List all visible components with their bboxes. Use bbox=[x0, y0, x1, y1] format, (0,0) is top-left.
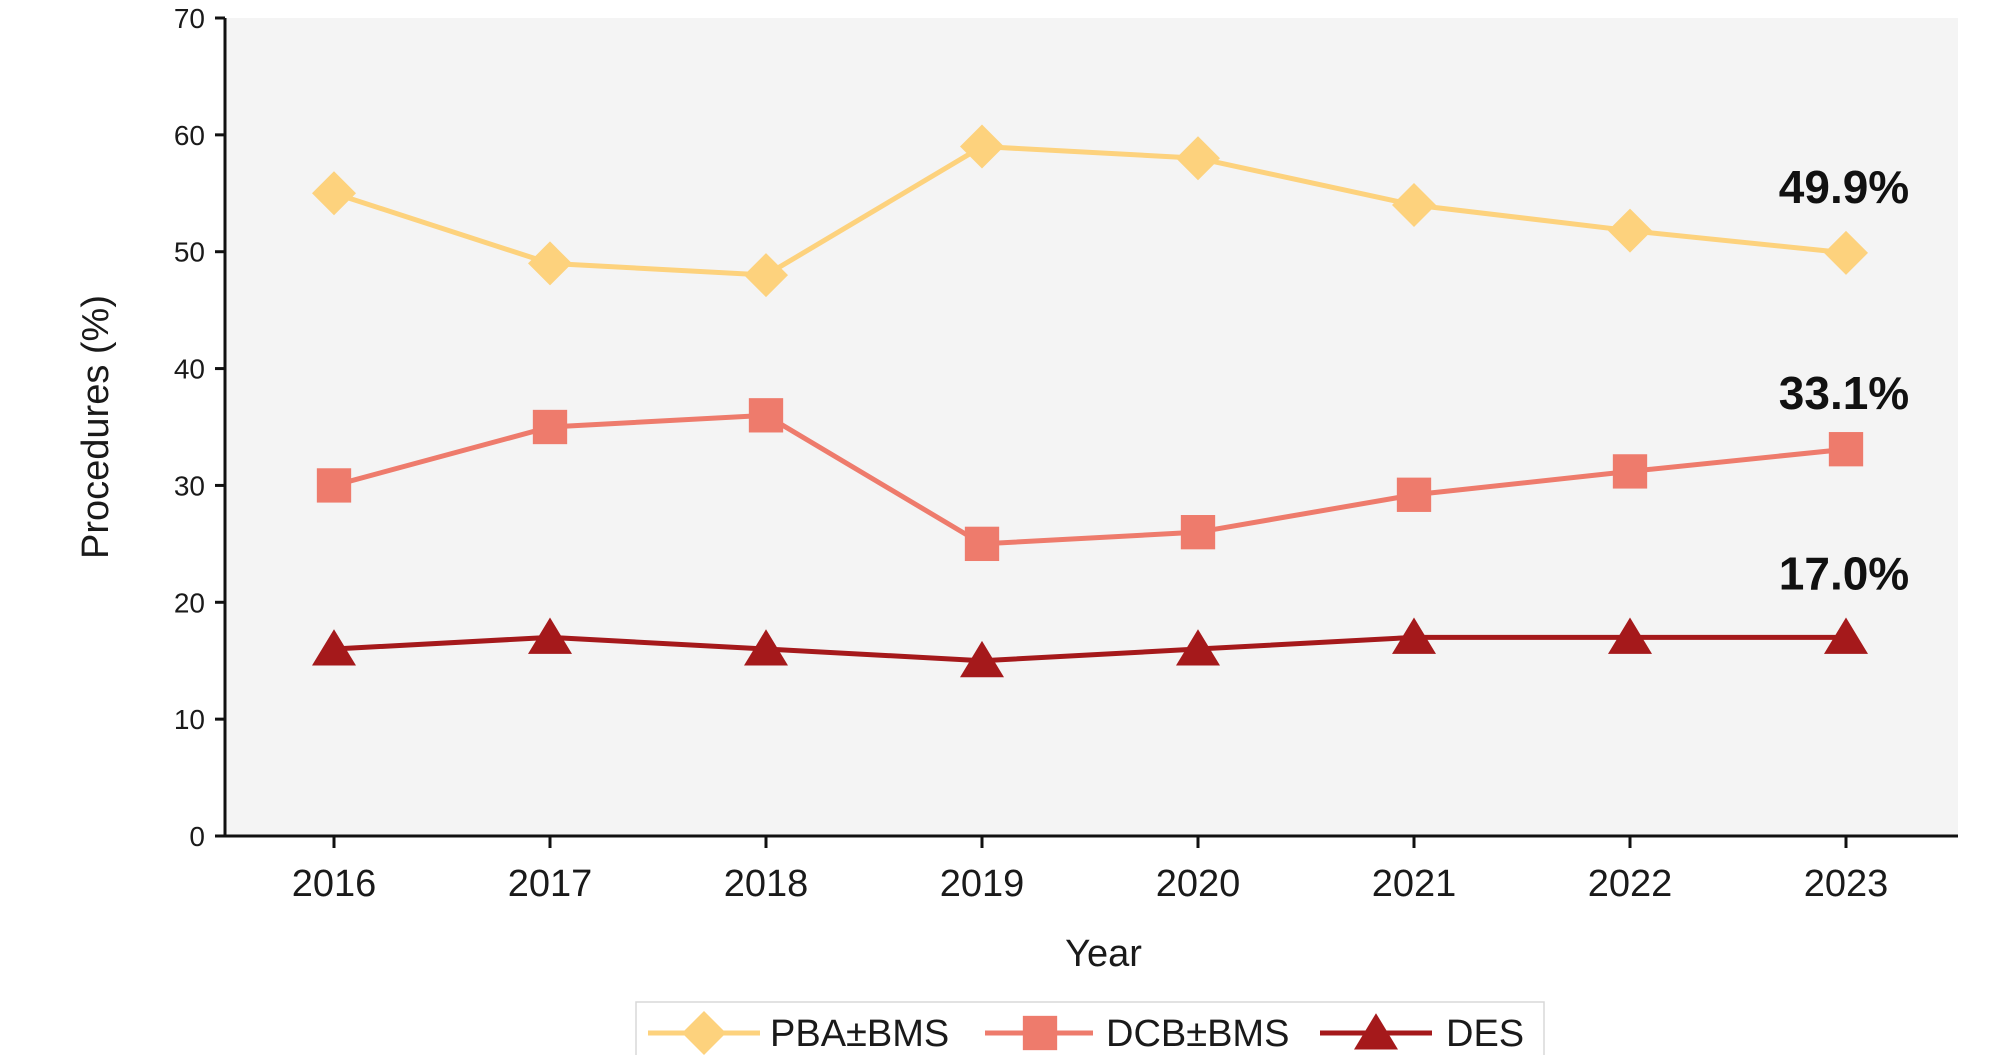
data-point bbox=[1608, 208, 1652, 253]
end-value-label: 17.0% bbox=[1779, 547, 1909, 599]
data-point bbox=[1608, 617, 1652, 654]
end-value-label: 33.1% bbox=[1779, 367, 1909, 419]
legend-label: DES bbox=[1446, 1013, 1524, 1055]
series-diamond bbox=[312, 124, 1868, 298]
x-tick-label: 2017 bbox=[508, 863, 593, 905]
legend-marker bbox=[682, 1011, 726, 1055]
data-point bbox=[960, 640, 1004, 678]
data-point bbox=[528, 241, 572, 286]
x-tick-label: 2018 bbox=[724, 863, 809, 905]
x-tick-label: 2021 bbox=[1372, 863, 1457, 905]
data-point bbox=[744, 629, 788, 666]
data-point bbox=[1396, 477, 1432, 512]
y-tick-label: 20 bbox=[174, 587, 205, 618]
y-tick-label: 60 bbox=[174, 120, 205, 151]
legend-label: PBA±BMS bbox=[770, 1013, 949, 1055]
data-point bbox=[312, 171, 356, 216]
data-point bbox=[1180, 515, 1216, 550]
y-tick-label: 70 bbox=[174, 3, 205, 34]
x-tick-label: 2023 bbox=[1804, 863, 1889, 905]
data-point bbox=[1824, 617, 1868, 654]
y-tick-label: 40 bbox=[174, 354, 205, 385]
data-point bbox=[1176, 136, 1220, 181]
series-triangle bbox=[312, 617, 1868, 678]
data-point bbox=[1612, 454, 1648, 489]
data-point bbox=[1392, 182, 1436, 227]
legend-marker bbox=[1022, 1015, 1058, 1051]
plot-area bbox=[225, 18, 1958, 836]
y-tick-label: 10 bbox=[174, 704, 205, 735]
x-tick-label: 2020 bbox=[1156, 863, 1241, 905]
legend-marker bbox=[1354, 1013, 1398, 1050]
y-axis: 0 10 20 30 40 50 60 70 bbox=[174, 3, 227, 852]
series-layer bbox=[312, 124, 1868, 678]
legend: PBA±BMS DCB±BMS DES bbox=[635, 1001, 1545, 1060]
x-tick-label: 2022 bbox=[1588, 863, 1673, 905]
series-line bbox=[333, 412, 1847, 547]
data-point bbox=[1828, 432, 1864, 467]
data-point bbox=[744, 253, 788, 298]
legend-item: DES bbox=[1320, 1013, 1524, 1055]
data-point bbox=[748, 398, 784, 433]
data-point bbox=[312, 629, 356, 666]
legend-label: DCB±BMS bbox=[1106, 1013, 1289, 1055]
data-point bbox=[1176, 629, 1220, 666]
y-tick-label: 30 bbox=[174, 470, 205, 501]
y-axis-title: Procedures (%) bbox=[75, 295, 117, 559]
y-tick-label: 0 bbox=[189, 821, 205, 852]
series-line bbox=[333, 634, 1846, 664]
end-labels: 49.9% 33.1% 17.0% bbox=[1779, 161, 1909, 599]
x-axis: 2016 2017 2018 2019 2020 2021 2022 2023 bbox=[225, 834, 1958, 905]
legend-item: DCB±BMS bbox=[985, 1013, 1289, 1055]
x-tick-label: 2019 bbox=[940, 863, 1025, 905]
y-tick-label: 50 bbox=[174, 237, 205, 268]
data-point bbox=[1824, 230, 1868, 275]
data-point bbox=[316, 468, 352, 503]
series-square bbox=[316, 398, 1864, 562]
data-point bbox=[964, 526, 1000, 562]
data-point bbox=[1392, 617, 1436, 654]
data-point bbox=[528, 617, 572, 654]
data-point bbox=[960, 124, 1004, 169]
x-tick-label: 2016 bbox=[292, 863, 377, 905]
legend-item: PBA±BMS bbox=[648, 1011, 949, 1055]
data-point bbox=[532, 409, 568, 445]
series-line bbox=[333, 144, 1847, 278]
x-axis-title: Year bbox=[1065, 933, 1142, 975]
end-value-label: 49.9% bbox=[1779, 161, 1909, 213]
